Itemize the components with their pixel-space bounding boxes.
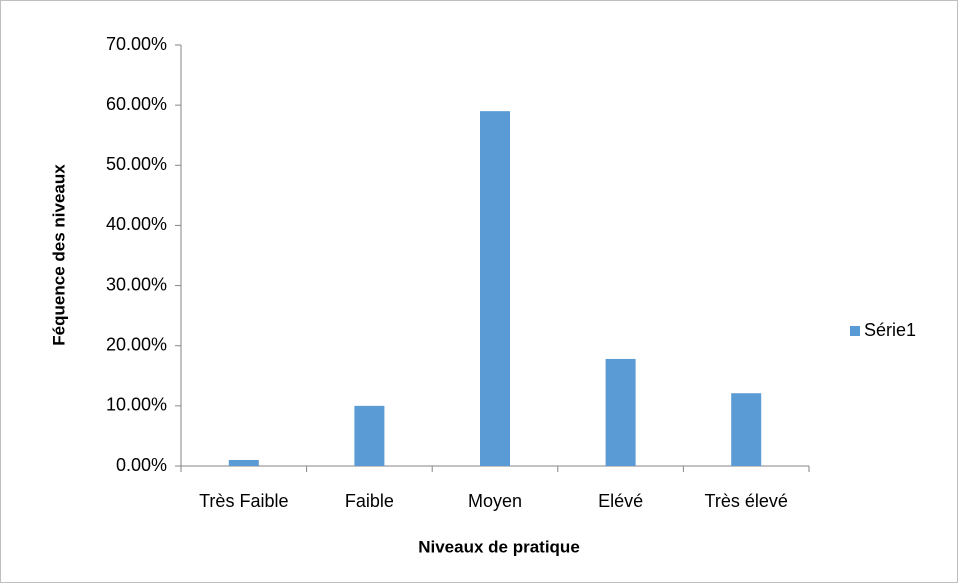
x-axis-title: Niveaux de pratique (418, 537, 580, 556)
bar (605, 358, 636, 466)
x-tick-label: Moyen (468, 491, 522, 511)
y-axis-title: Féquence des niveaux (49, 164, 68, 346)
y-tick-label: 70.00% (106, 34, 167, 54)
x-tick-label: Elévé (598, 491, 643, 511)
bar (480, 111, 510, 467)
y-tick-label: 30.00% (106, 274, 167, 294)
legend-label: Série1 (864, 320, 916, 340)
y-tick-label: 0.00% (116, 455, 167, 475)
bar (731, 393, 762, 466)
x-tick-label: Très Faible (199, 491, 288, 511)
x-tick-label: Faible (345, 491, 394, 511)
x-tick-label: Très élevé (705, 491, 788, 511)
y-tick-label: 20.00% (106, 334, 167, 354)
y-tick-label: 10.00% (106, 395, 167, 415)
bar (354, 405, 385, 466)
y-tick-label: 50.00% (106, 154, 167, 174)
legend-swatch (850, 326, 860, 336)
y-tick-label: 60.00% (106, 94, 167, 114)
bar (228, 459, 259, 466)
y-tick-label: 40.00% (106, 214, 167, 234)
